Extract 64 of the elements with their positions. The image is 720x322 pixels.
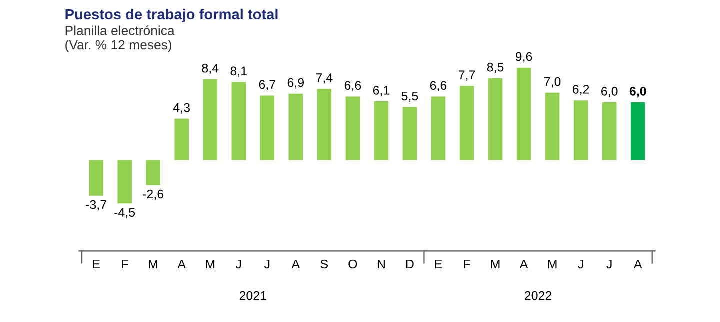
x-tick-label: N [378, 260, 385, 269]
bar [488, 78, 503, 160]
bar [118, 160, 132, 204]
data-label: 6,0 [630, 87, 646, 98]
x-tick-label: A [178, 260, 186, 269]
data-label: 6,9 [288, 78, 304, 89]
x-tick-label: E [435, 260, 442, 269]
data-label: -4,5 [114, 208, 136, 218]
bar [402, 107, 418, 160]
bar [146, 160, 160, 186]
x-tick-label: J [578, 260, 584, 269]
data-label: 6,7 [259, 80, 276, 91]
x-tick-label: A [292, 260, 300, 269]
data-label: 6,2 [573, 85, 590, 96]
bar [574, 100, 588, 160]
bar [516, 68, 532, 160]
bar [346, 96, 360, 160]
x-tick-label: J [606, 260, 612, 269]
x-tick-label: M [548, 260, 557, 269]
x-tick-label: F [122, 260, 128, 269]
data-label: 8,4 [202, 64, 219, 74]
bar [602, 102, 617, 160]
text: 2022 [525, 291, 552, 300]
data-label: 8,1 [230, 66, 247, 78]
x-tick-label: M [491, 260, 500, 269]
data-label: 6,6 [430, 81, 447, 92]
data-label: -2,6 [143, 190, 164, 200]
bar [374, 102, 389, 160]
x-tick-label: E [93, 260, 100, 269]
data-label: 8,5 [487, 62, 504, 74]
data-label: 4,3 [173, 103, 190, 114]
bar [630, 102, 646, 160]
x-tick-label: O [348, 260, 358, 269]
chart-title: Puestos de trabajo formal total [66, 8, 278, 23]
bar [260, 96, 275, 160]
x-tick-label: M [149, 260, 158, 269]
bar [545, 92, 560, 160]
x-tick-label: F [464, 260, 470, 269]
bar [431, 96, 446, 160]
bar [174, 118, 189, 160]
data-label: 7,7 [458, 70, 476, 81]
chart-subtitle: Planilla electrónica (Var. % 12 meses) [66, 26, 175, 52]
bar [89, 160, 104, 196]
data-label: 6,6 [344, 81, 362, 92]
x-tick-label: M [206, 260, 215, 269]
data-label: -3,7 [86, 200, 106, 211]
x-tick-label: S [320, 260, 328, 269]
bar [317, 89, 332, 160]
x-tick-label: A [634, 260, 642, 269]
data-label: 5,5 [402, 92, 418, 102]
data-label: 9,6 [516, 52, 532, 63]
x-tick-label: D [406, 260, 414, 269]
x-tick-label: J [236, 260, 242, 269]
bar [232, 82, 246, 160]
data-label: 6,0 [602, 87, 618, 98]
data-label: 7,0 [544, 77, 561, 88]
bar [288, 94, 304, 160]
data-label: 7,4 [316, 74, 333, 84]
x-tick-label: A [520, 260, 528, 269]
data-label: 6,1 [373, 86, 390, 96]
bar [203, 79, 218, 160]
x-tick-label: J [264, 260, 270, 269]
text: 2021 [240, 291, 266, 300]
bar [460, 86, 474, 160]
